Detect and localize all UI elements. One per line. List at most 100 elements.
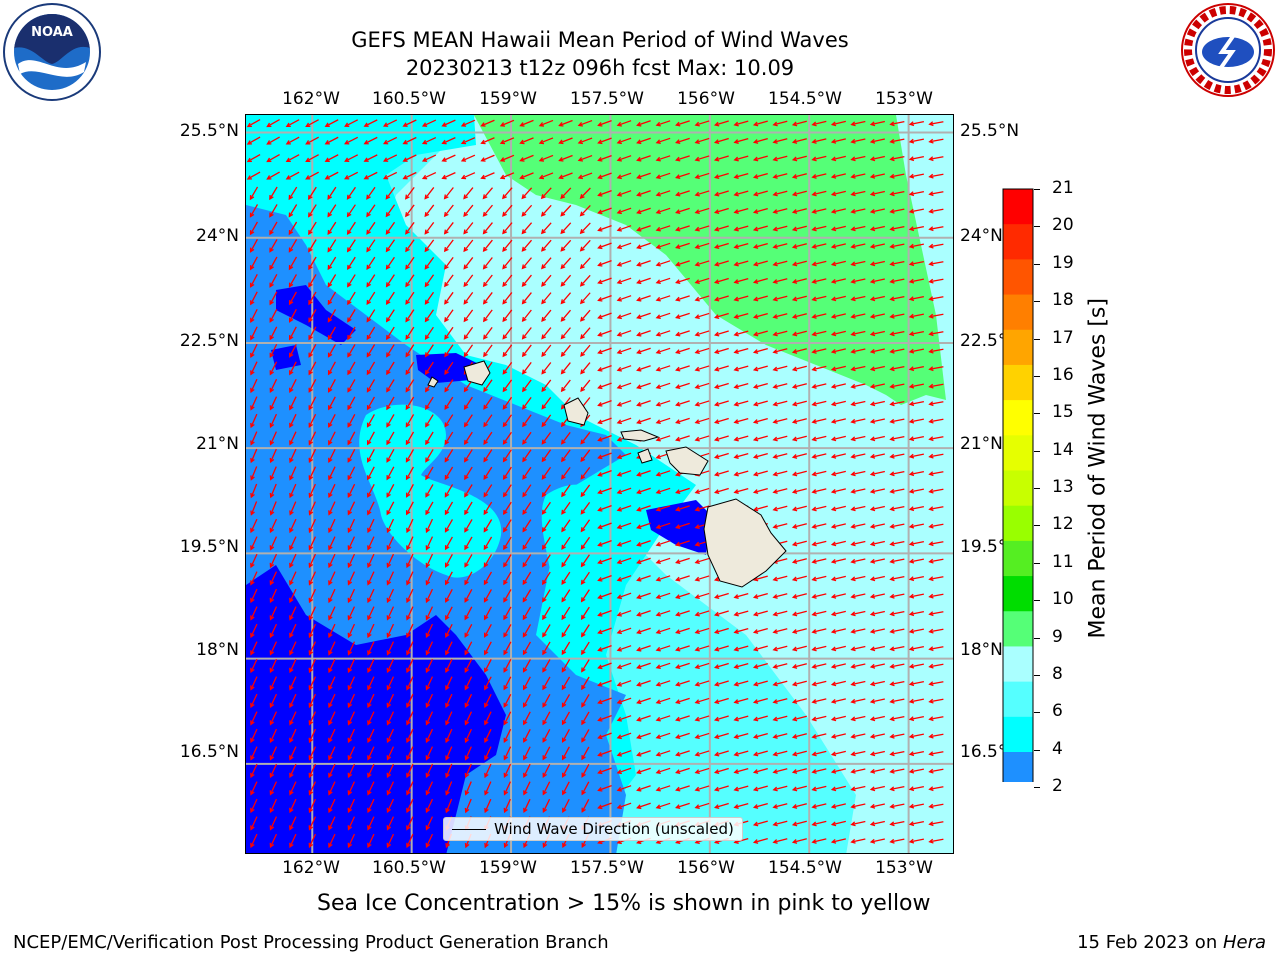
wind-arrow [502, 466, 512, 480]
wind-arrow [908, 838, 924, 844]
wind-arrow [713, 417, 729, 424]
wind-arrow [616, 487, 632, 495]
wind-arrow [269, 536, 278, 551]
wind-arrow [694, 750, 710, 757]
wind-arrow [597, 750, 612, 757]
wind-arrow [460, 137, 476, 145]
wind-arrow [269, 571, 278, 586]
wind-arrow [830, 400, 846, 407]
wind-arrow [269, 588, 278, 604]
wind-arrow [541, 309, 552, 322]
wind-arrow [541, 344, 552, 358]
wind-arrow [445, 711, 453, 726]
wind-arrow [772, 190, 788, 197]
wind-arrow [928, 751, 944, 757]
wind-arrow [908, 156, 924, 162]
colorbar-swatch [1003, 576, 1033, 612]
wind-arrow [713, 365, 729, 372]
wind-arrow [908, 453, 924, 459]
wind-arrow [425, 536, 434, 551]
wind-arrow [733, 662, 749, 669]
wind-arrow [580, 344, 591, 357]
wind-arrow [889, 453, 905, 459]
wind-arrow [830, 610, 846, 617]
wind-arrow [464, 693, 473, 709]
wind-arrow [538, 137, 554, 145]
wind-arrow [445, 728, 453, 744]
wind-arrow [484, 693, 492, 708]
wind-arrow [560, 204, 572, 217]
wind-arrow [327, 309, 337, 323]
wind-arrow [289, 571, 297, 586]
wind-arrow [636, 785, 651, 792]
wind-arrow [269, 413, 278, 429]
wind-arrow [850, 680, 866, 687]
wind-arrow [830, 155, 846, 162]
wind-arrow [421, 136, 437, 145]
wind-arrow [675, 225, 690, 232]
wind-arrow [791, 698, 807, 704]
wind-arrow [830, 173, 846, 179]
wind-arrow [636, 207, 651, 215]
wind-arrow [616, 382, 632, 390]
wind-arrow [616, 645, 632, 652]
colorbar-tick-label: 17 [1052, 327, 1074, 348]
wind-arrow [250, 711, 258, 726]
wind-arrow [522, 606, 532, 621]
wind-arrow [636, 662, 651, 670]
wind-arrow [597, 662, 612, 670]
wind-arrow [830, 330, 846, 337]
wind-arrow [850, 190, 866, 197]
wind-arrow [772, 698, 788, 704]
wind-arrow [250, 728, 258, 744]
wind-arrow [289, 711, 297, 726]
wind-arrow [733, 277, 749, 284]
wind-arrow [347, 711, 356, 726]
wind-arrow [733, 207, 749, 214]
wind-arrow [616, 277, 632, 285]
wind-arrow [655, 382, 671, 390]
wind-arrow [445, 676, 453, 691]
wind-arrow [850, 488, 866, 494]
wind-arrow [772, 750, 788, 757]
wind-arrow [791, 278, 807, 284]
wind-arrow [541, 466, 552, 480]
wind-arrow [791, 400, 807, 407]
wind-arrow [655, 785, 671, 792]
wind-arrow [675, 312, 690, 320]
wind-arrow [347, 816, 356, 831]
wind-arrow [463, 326, 474, 340]
wind-arrow [713, 190, 729, 197]
wind-arrow [250, 746, 258, 761]
wind-arrow [791, 505, 807, 512]
wind-arrow [308, 711, 317, 726]
wind-arrow [406, 536, 414, 551]
wind-arrow [655, 505, 671, 512]
wind-arrow [889, 243, 905, 249]
wind-arrow [347, 274, 356, 288]
wind-arrow [830, 453, 846, 459]
lat-label-left: 25.5°N [179, 121, 239, 141]
colorbar-tick [1034, 637, 1040, 639]
wind-arrow [616, 767, 632, 775]
wind-arrow [347, 606, 356, 621]
lon-label-bottom: 162°W [282, 858, 340, 878]
wind-arrow [386, 693, 395, 709]
wind-arrow [250, 606, 258, 621]
wind-arrow [406, 676, 414, 691]
wind-arrow [928, 121, 944, 127]
wind-arrow [772, 260, 788, 267]
wind-arrow [289, 728, 297, 744]
wind-arrow [772, 365, 788, 372]
wind-arrow [791, 208, 807, 214]
wind-arrow [289, 553, 297, 569]
wind-arrow [441, 137, 456, 145]
wind-arrow [250, 833, 258, 849]
wind-arrow [772, 225, 788, 232]
wind-arrow [752, 715, 768, 722]
wind-arrow [269, 623, 278, 639]
lat-label-left: 24°N [196, 226, 239, 246]
wind-arrow [811, 750, 827, 757]
wind-arrow [347, 728, 356, 744]
wind-arrow [694, 190, 710, 197]
